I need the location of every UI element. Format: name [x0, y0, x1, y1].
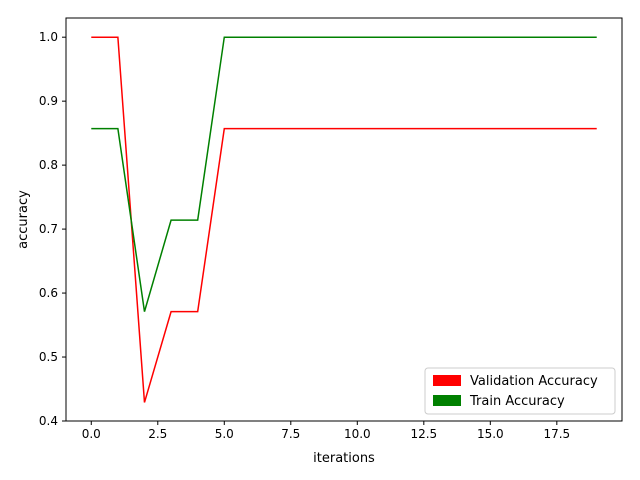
x-tick-label: 17.5	[543, 427, 570, 441]
series-layer	[91, 36, 597, 403]
legend-box	[424, 367, 616, 415]
legend: Validation Accuracy Train Accuracy	[424, 367, 616, 415]
y-axis-ticks: 0.4 0.5 0.6 0.7 0.8 0.9 1.0	[39, 30, 66, 428]
y-axis-label: accuracy	[16, 190, 31, 249]
y-tick-label: 1.0	[39, 30, 58, 44]
x-tick-label: 5.0	[215, 427, 234, 441]
y-tick-label: 0.9	[39, 94, 58, 108]
legend-swatch	[433, 395, 461, 406]
y-tick-label: 0.7	[39, 222, 58, 236]
x-tick-label: 7.5	[281, 427, 300, 441]
legend-label: Train Accuracy	[469, 394, 565, 409]
y-tick-label: 0.6	[39, 286, 58, 300]
x-tick-label: 10.0	[344, 427, 371, 441]
x-tick-label: 12.5	[410, 427, 437, 441]
series-line-train-accuracy	[91, 36, 597, 312]
series-line-validation-accuracy	[91, 36, 597, 403]
x-tick-label: 2.5	[148, 427, 167, 441]
y-tick-label: 0.8	[39, 158, 58, 172]
x-tick-label: 15.0	[477, 427, 504, 441]
x-axis-label: iterations	[313, 451, 375, 466]
y-tick-label: 0.5	[39, 350, 58, 364]
y-tick-label: 0.4	[39, 414, 58, 428]
x-axis-ticks: 0.0 2.5 5.0 7.5 10.0 12.5 15.0 17.5	[82, 421, 570, 441]
x-tick-label: 0.0	[82, 427, 101, 441]
legend-label: Validation Accuracy	[470, 374, 598, 389]
plot-frame	[65, 17, 623, 422]
legend-swatch	[433, 375, 461, 386]
